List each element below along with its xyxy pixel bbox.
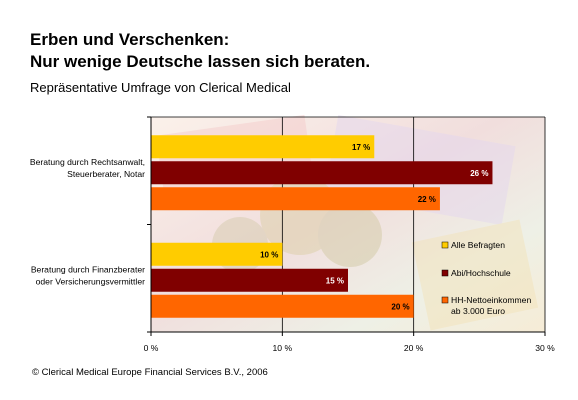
x-tick-label-30: 30 %: [535, 343, 555, 353]
bar-2-0: [151, 187, 440, 211]
title-line-2: Nur wenige Deutsche lassen sich beraten.: [30, 52, 371, 71]
bar-2-1: [151, 294, 414, 318]
bar-1-0: [151, 161, 493, 185]
legend-swatch-2: [441, 296, 449, 304]
bar-0-1: [151, 242, 283, 266]
bar-0-0: [151, 135, 375, 159]
x-tick-label-20: 20 %: [404, 343, 424, 353]
category-label-1: Beratung durch Finanzberater oder Versich…: [31, 264, 145, 286]
legend: Alle Befragten Abi/Hochschule HH-Nettoeink…: [441, 240, 531, 316]
x-tick-label-0: 0 %: [144, 343, 159, 353]
category-labels: Beratung durch Rechtsanwalt, Steuerberate…: [30, 157, 145, 287]
x-tick-labels: 0 % 10 % 20 % 30 %: [144, 343, 556, 353]
category-label-0: Beratung durch Rechtsanwalt, Steuerberate…: [30, 157, 145, 179]
legend-label-1: Abi/Hochschule: [451, 268, 511, 278]
data-label-1-0: 26 %: [470, 169, 488, 178]
chart-subtitle: Repräsentative Umfrage von Clerical Medi…: [30, 80, 291, 95]
legend-swatch-1: [441, 269, 449, 277]
data-labels: 17 % 26 % 22 % 10 % 15 % 20 %: [260, 143, 488, 312]
data-label-0-1: 10 %: [260, 250, 278, 259]
copyright-footer: © Clerical Medical Europe Financial Serv…: [32, 367, 268, 378]
data-label-2-0: 22 %: [418, 195, 436, 204]
x-tick-label-10: 10 %: [273, 343, 293, 353]
legend-label-2: HH-Nettoeinkommen ab 3.000 Euro: [451, 295, 531, 316]
axes: [147, 116, 546, 336]
bars: [151, 135, 493, 318]
bar-1-1: [151, 268, 348, 292]
legend-label-0: Alle Befragten: [451, 240, 505, 250]
data-label-2-1: 20 %: [391, 302, 409, 311]
title-line-1: Erben und Verschenken:: [30, 30, 230, 49]
data-label-1-1: 15 %: [326, 276, 344, 285]
legend-swatch-0: [441, 241, 449, 249]
data-label-0-0: 17 %: [352, 143, 370, 152]
chart-title: Erben und Verschenken: Nur wenige Deutsc…: [30, 29, 370, 73]
